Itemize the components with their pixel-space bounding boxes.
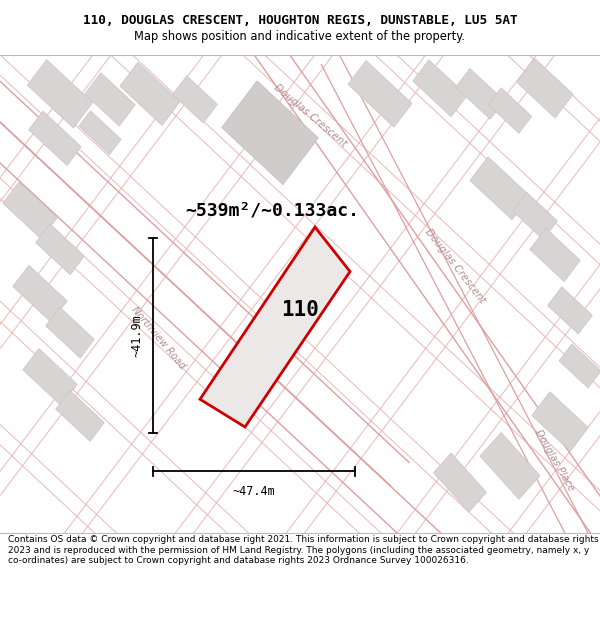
Text: Douglas Place: Douglas Place <box>533 428 577 493</box>
Polygon shape <box>200 227 350 427</box>
Polygon shape <box>488 88 532 133</box>
Polygon shape <box>120 62 180 126</box>
Text: ~47.4m: ~47.4m <box>233 485 275 498</box>
Text: Contains OS data © Crown copyright and database right 2021. This information is : Contains OS data © Crown copyright and d… <box>8 535 598 565</box>
Polygon shape <box>28 60 92 128</box>
Polygon shape <box>35 224 85 275</box>
Polygon shape <box>13 265 67 322</box>
Polygon shape <box>480 432 540 499</box>
Polygon shape <box>470 157 530 220</box>
Polygon shape <box>46 308 94 358</box>
Polygon shape <box>3 182 57 239</box>
Text: 110: 110 <box>281 301 319 321</box>
Text: ~539m²/~0.133ac.: ~539m²/~0.133ac. <box>185 201 359 219</box>
Polygon shape <box>455 69 505 119</box>
Polygon shape <box>79 111 121 154</box>
Polygon shape <box>517 59 573 118</box>
Polygon shape <box>56 391 104 441</box>
Text: Douglas Crescent: Douglas Crescent <box>272 82 349 149</box>
Text: ~41.9m: ~41.9m <box>131 314 143 357</box>
Polygon shape <box>85 72 135 126</box>
Polygon shape <box>512 192 557 239</box>
Polygon shape <box>413 60 467 117</box>
Polygon shape <box>559 344 600 388</box>
Polygon shape <box>173 76 217 123</box>
Polygon shape <box>433 453 487 512</box>
Polygon shape <box>221 81 319 184</box>
Text: Northview Road: Northview Road <box>129 305 187 371</box>
Polygon shape <box>29 111 81 166</box>
Polygon shape <box>548 287 592 334</box>
Polygon shape <box>23 349 77 406</box>
Text: Map shows position and indicative extent of the property.: Map shows position and indicative extent… <box>134 30 466 43</box>
Text: Douglas Crescent: Douglas Crescent <box>423 227 487 305</box>
Polygon shape <box>530 228 580 282</box>
Polygon shape <box>532 392 588 451</box>
Polygon shape <box>348 61 412 127</box>
Text: 110, DOUGLAS CRESCENT, HOUGHTON REGIS, DUNSTABLE, LU5 5AT: 110, DOUGLAS CRESCENT, HOUGHTON REGIS, D… <box>83 14 517 27</box>
